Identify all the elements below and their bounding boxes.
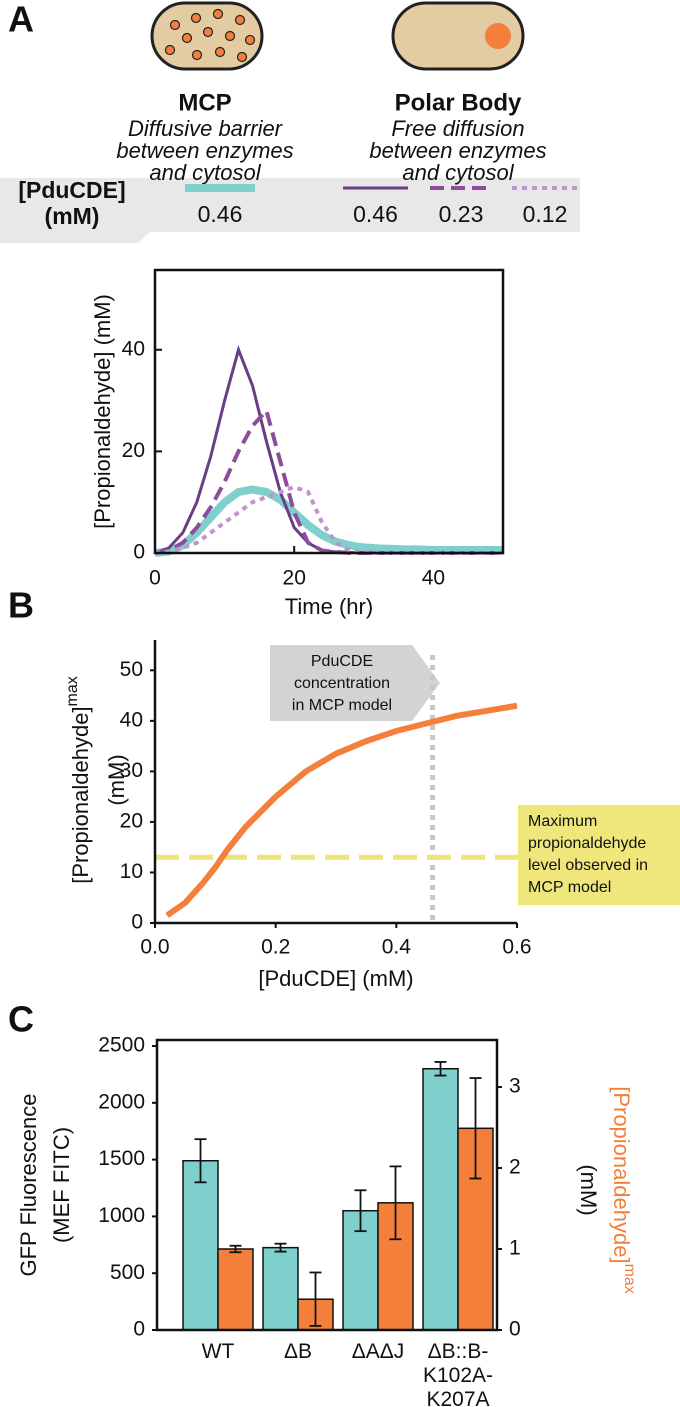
x-tick-label: WT — [202, 1340, 235, 1363]
axis-label-unit: (mM) — [576, 1164, 601, 1215]
panel-letter: A — [8, 0, 34, 40]
axis-label: [Propionaldehyde]max — [64, 676, 93, 884]
polar-body — [485, 23, 511, 49]
plot-frame — [155, 1038, 499, 1332]
y2-tick-label: 1 — [509, 1237, 521, 1260]
x-tick-label: ΔB::B-K102A-K207A — [423, 1340, 493, 1407]
group-title: MCP — [178, 89, 231, 116]
y-tick-label: 1500 — [98, 1147, 145, 1170]
x-tick-label: 0 — [149, 567, 161, 590]
series-line — [154, 406, 503, 555]
y-tick-label: 2000 — [98, 1090, 145, 1113]
x-tick-label-line: WT — [202, 1340, 235, 1363]
y-tick-label: 0 — [133, 541, 145, 564]
legend-title: (mM) — [45, 203, 100, 229]
x-tick-label-line: K102A- — [423, 1364, 493, 1387]
x-tick-label-line: ΔAΔJ — [352, 1340, 405, 1363]
y-tick-label: 0 — [133, 1318, 145, 1341]
annotation: propionaldehyde — [528, 835, 646, 852]
error-bar — [434, 1061, 447, 1077]
error-bar — [309, 1271, 322, 1327]
y-tick-label: 40 — [122, 337, 145, 360]
axis-label-unit: (mM) — [104, 754, 129, 805]
plot-frame — [153, 268, 505, 555]
y-tick-label: 20 — [120, 809, 143, 832]
y-axis-label: (MEF FITC) — [49, 1127, 74, 1243]
y2-tick-label: 0 — [509, 1318, 521, 1341]
error-bar — [274, 1242, 287, 1253]
x-tick-label: ΔB — [284, 1340, 312, 1363]
error-bar — [469, 1077, 482, 1180]
y-axis-label: GFP Fluorescence — [16, 1093, 41, 1276]
y-tick-label: 2500 — [98, 1034, 145, 1057]
group-description: Free diffusion — [391, 116, 524, 141]
legend-label: 0.46 — [353, 201, 398, 227]
bar — [262, 1246, 299, 1331]
polar-body-cell — [391, 1, 525, 71]
bar — [217, 1248, 254, 1331]
y-axis-label: [Propionaldehyde] (mM) — [90, 294, 115, 529]
annotation: level observed in — [528, 857, 648, 874]
y-tick-label: 500 — [110, 1261, 145, 1284]
legend-band — [0, 178, 580, 243]
annotation: MCP model — [528, 879, 611, 896]
axis-label: [Propionaldehyde]max — [609, 1086, 638, 1294]
legend-label: 0.12 — [523, 201, 568, 227]
annotation: Maximum — [528, 813, 597, 830]
annotation-arrow — [270, 645, 440, 721]
bar — [422, 1067, 459, 1331]
y-tick-label: 0 — [131, 911, 143, 934]
legend-label: 0.46 — [198, 201, 243, 227]
panel-letter: C — [8, 999, 34, 1040]
series-line — [154, 485, 503, 557]
x-tick-label: 0.6 — [502, 936, 531, 959]
x-tick-label: 40 — [422, 567, 445, 590]
y-tick-label: 50 — [120, 658, 143, 681]
y-tick-label: 40 — [120, 708, 143, 731]
x-axis-label: [PduCDE] (mM) — [258, 966, 413, 991]
bar — [182, 1159, 219, 1331]
axis-label-superscript: max — [621, 1264, 638, 1294]
legend-title: [PduCDE] — [18, 177, 125, 203]
y-tick-label: 1000 — [98, 1204, 145, 1227]
x-axis-label: Time (hr) — [285, 594, 373, 619]
annotation-box — [518, 805, 680, 905]
axes — [153, 640, 517, 925]
group-title: Polar Body — [395, 89, 522, 116]
x-tick-label: ΔAΔJ — [352, 1340, 405, 1363]
y2-tick-label: 3 — [509, 1075, 521, 1098]
group-description: between enzymes — [116, 138, 293, 163]
x-tick-label: 0.0 — [140, 936, 169, 959]
x-tick-label-line: ΔB — [284, 1340, 312, 1363]
error-bar — [354, 1189, 367, 1233]
error-bar — [194, 1138, 207, 1184]
axis-label-superscript: max — [64, 676, 81, 706]
mcp-dots — [164, 8, 256, 63]
x-tick-label-line: K207A — [426, 1388, 489, 1407]
x-tick-label-line: ΔB::B- — [428, 1340, 489, 1363]
axis-label-text: [Propionaldehyde] — [68, 706, 93, 883]
group-description: Diffusive barrier — [128, 116, 284, 141]
y-tick-label: 10 — [120, 860, 143, 883]
annotation: concentration — [294, 675, 390, 692]
annotation: PduCDE — [311, 653, 373, 670]
y-tick-label: 30 — [120, 759, 143, 782]
curve — [165, 702, 518, 918]
legend-label: 0.23 — [439, 201, 484, 227]
x-tick-label: 0.2 — [261, 936, 290, 959]
group-description: between enzymes — [369, 138, 546, 163]
panel-letter: B — [8, 585, 34, 626]
error-bar — [229, 1244, 242, 1254]
error-bar — [389, 1165, 402, 1241]
x-tick-label: 20 — [283, 567, 306, 590]
y2-tick-label: 2 — [509, 1156, 521, 1179]
group-description: and cytosol — [402, 160, 514, 185]
annotation: in MCP model — [292, 697, 392, 714]
group-description: and cytosol — [149, 160, 261, 185]
x-tick-label: 0.4 — [382, 936, 412, 959]
axis-label-text: [Propionaldehyde] — [609, 1086, 634, 1263]
y-tick-label: 20 — [122, 439, 145, 462]
